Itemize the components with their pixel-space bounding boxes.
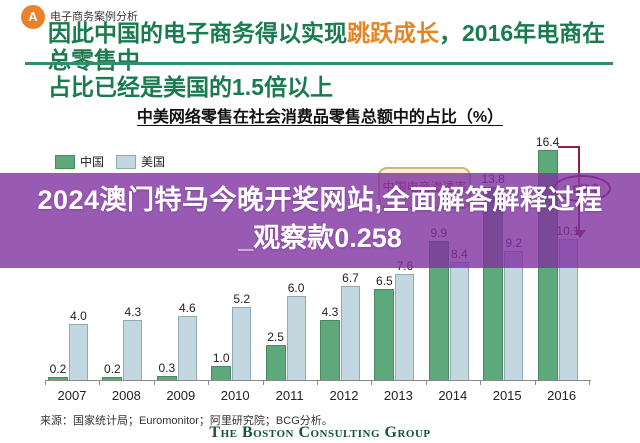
brand-label: 电子商务案例分析 xyxy=(50,11,138,23)
bar-value-label: 0.2 xyxy=(49,362,67,376)
bar-china-2010 xyxy=(211,366,232,380)
bar-value-label: 0.2 xyxy=(104,362,121,376)
bar-value-label: 2.5 xyxy=(267,330,284,344)
legend-item-usa: 美国 xyxy=(116,153,165,170)
axis-tick xyxy=(153,381,155,385)
bar-value-label: 6.5 xyxy=(376,274,393,288)
axis-tick xyxy=(534,381,536,385)
year-label-2008: 2008 xyxy=(111,388,141,403)
title-part1: 因此中国的电子商务得以实现 xyxy=(48,20,347,46)
axis-tick xyxy=(99,381,101,385)
overlay-text-line1: 2024澳门特马今晚开奖网站,全面解答解释过程 xyxy=(37,185,603,215)
bar-usa-2012 xyxy=(341,286,360,380)
bar-china-2009 xyxy=(156,376,177,380)
bar-usa-2007 xyxy=(69,324,88,380)
source-note: 来源：国家统计局；Euromonitor；阿里研究院；BCG分析。 xyxy=(40,415,333,427)
legend-item-china: 中国 xyxy=(55,153,104,170)
bar-usa-2009 xyxy=(177,316,197,380)
title-line2: 占比已经是美国的1.5倍以上 xyxy=(48,74,333,100)
bcg-logo: The Boston Consulting Group xyxy=(209,424,431,441)
year-label-2011: 2011 xyxy=(275,388,304,403)
overlay-banner[interactable]: 2024澳门特马今晚开奖网站,全面解答解释过程 _观察款0.258 xyxy=(0,173,640,268)
bar-china-2007 xyxy=(48,377,68,380)
legend-label-china: 中国 xyxy=(80,155,105,169)
bar-usa-2010 xyxy=(232,307,252,380)
bar-china-2013 xyxy=(374,289,395,380)
chart-title: 中美网络零售在社会消费品零售总额中的占比（%） xyxy=(136,109,504,126)
bar-value-label: 4.3 xyxy=(321,305,339,319)
overlay-text-line2: _观察款0.258 xyxy=(238,223,402,253)
bar-value-label: 4.6 xyxy=(178,301,196,315)
bar-value-label: 1.0 xyxy=(212,351,230,365)
usa-swatch-icon xyxy=(116,154,137,169)
bar-china-2008 xyxy=(102,377,123,380)
chart-legend: 中国 美国 xyxy=(55,153,165,170)
page-title: 因此中国的电子商务得以实现跳跃成长，2016年电商在总零售中 占比已经是美国的1… xyxy=(48,20,623,101)
year-label-2015: 2015 xyxy=(492,388,522,403)
axis-tick xyxy=(425,381,427,385)
legend-label-usa: 美国 xyxy=(141,155,166,169)
bar-value-label: 4.0 xyxy=(70,309,87,323)
year-label-2014: 2014 xyxy=(438,388,468,403)
year-label-2010: 2010 xyxy=(220,388,250,403)
bar-usa-2013 xyxy=(395,274,415,380)
axis-tick xyxy=(371,381,373,385)
bar-usa-2015 xyxy=(504,251,524,380)
bar-china-2012 xyxy=(320,320,340,380)
bar-value-label: 5.2 xyxy=(233,292,251,306)
year-label-2007: 2007 xyxy=(57,388,87,403)
title-part2: ，2016年电商在总零售中 xyxy=(48,20,606,73)
axis-tick xyxy=(317,381,318,385)
axis-tick xyxy=(262,381,264,385)
bar-usa-2014 xyxy=(449,262,469,380)
title-accent: 跳跃成长 xyxy=(347,20,439,46)
bar-value-label: 16.4 xyxy=(535,135,560,149)
axis-tick xyxy=(45,381,46,385)
axis-tick xyxy=(589,381,590,385)
brand-badge-icon: A xyxy=(21,5,45,29)
year-label-2012: 2012 xyxy=(329,388,359,403)
bar-value-label: 4.3 xyxy=(124,305,142,319)
axis-tick xyxy=(480,381,482,385)
axis-tick xyxy=(208,381,210,385)
year-label-2009: 2009 xyxy=(166,388,196,403)
bar-value-label: 6.0 xyxy=(287,281,305,295)
header-divider xyxy=(25,62,613,65)
year-label-2016: 2016 xyxy=(547,388,577,403)
year-label-2013: 2013 xyxy=(383,388,413,403)
china-swatch-icon xyxy=(55,154,75,169)
bar-value-label: 6.7 xyxy=(342,271,359,285)
bar-usa-2011 xyxy=(286,296,306,380)
bar-china-2011 xyxy=(265,345,286,380)
bar-usa-2008 xyxy=(123,320,143,380)
bar-value-label: 0.3 xyxy=(158,361,176,375)
